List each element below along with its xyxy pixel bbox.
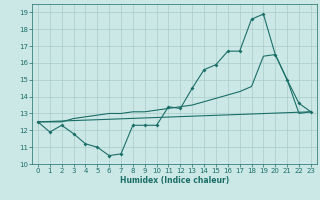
X-axis label: Humidex (Indice chaleur): Humidex (Indice chaleur) [120,176,229,185]
